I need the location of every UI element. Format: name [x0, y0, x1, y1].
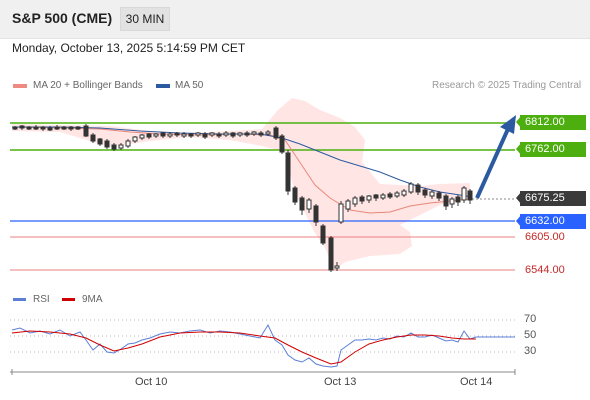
ma20-line: [11, 126, 471, 214]
timeframe-button[interactable]: 30 MIN: [120, 7, 170, 31]
rsi-tick-50: 50: [524, 329, 537, 341]
forecast-arrow: [475, 128, 510, 199]
x-axis-label-oct13: Oct 13: [324, 376, 357, 388]
candlesticks: [12, 124, 473, 272]
ma50-legend-swatch: [156, 84, 170, 88]
rsi-tick-30: 30: [524, 345, 537, 357]
bollinger-legend-swatch: [13, 84, 27, 88]
bollinger-legend-label: MA 20 + Bollinger Bands: [33, 80, 143, 91]
instrument-title: S&P 500 (CME): [12, 10, 113, 26]
ma50-legend-label: MA 50: [175, 80, 204, 91]
bollinger-band-fill: [12, 98, 470, 270]
pivot-label: 6632.00: [520, 214, 586, 229]
chart-datetime: Monday, October 13, 2025 5:14:59 PM CET: [12, 41, 246, 55]
credit-label: Research © 2025 Trading Central: [432, 80, 582, 91]
rsi-legend-swatch: [13, 298, 26, 301]
current-price-label: 6675.25: [520, 191, 586, 206]
rsi-ma-legend-label: 9MA: [82, 294, 103, 305]
current-label-tip: [516, 191, 522, 205]
resistance-label-r1: 6762.00: [520, 142, 586, 157]
x-axis-label-oct10: Oct 10: [135, 376, 168, 388]
chart-header: S&P 500 (CME) 30 MIN: [0, 0, 590, 39]
r1-label-tip: [516, 142, 522, 156]
rsi-line: [11, 323, 515, 368]
forecast-arrowhead: [500, 115, 516, 134]
support-label-s2: 6544.00: [525, 264, 565, 276]
rsi-legend-label: RSI: [33, 294, 50, 305]
support-label-s1: 6605.00: [525, 231, 565, 243]
pivot-label-tip: [516, 214, 522, 228]
resistance-label-r2: 6812.00: [520, 115, 586, 130]
rsi-tick-70: 70: [524, 313, 537, 325]
rsi-ma-legend-swatch: [62, 298, 75, 301]
rsi-ma-line: [11, 330, 476, 365]
ma50-line: [12, 126, 473, 198]
r2-label-tip: [516, 115, 522, 129]
x-axis-label-oct14: Oct 14: [460, 376, 493, 388]
